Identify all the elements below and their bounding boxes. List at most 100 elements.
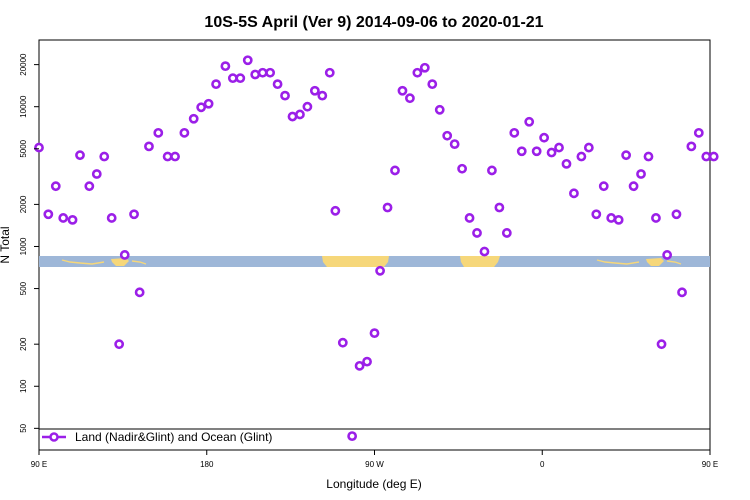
data-point (628, 181, 639, 192)
data-point (170, 151, 180, 162)
data-point (75, 150, 85, 161)
data-point (382, 202, 393, 213)
data-point (50, 181, 61, 192)
land-shape-islands-right (646, 258, 664, 266)
y-tick-label: 500 (19, 281, 28, 295)
data-point (43, 209, 54, 220)
island-chain-right (596, 259, 682, 265)
data-point (494, 202, 505, 213)
legend-label: Land (Nadir&Glint) and Ocean (Glint) (75, 430, 272, 444)
plot-frame (38, 39, 711, 451)
data-point (317, 90, 328, 101)
x-axis: 90 E 180 90 W 0 90 E (31, 450, 718, 469)
data-point (643, 151, 654, 162)
data-point (134, 287, 145, 298)
data-point (58, 213, 69, 223)
y-tick-label: 200 (19, 337, 28, 351)
data-point (509, 127, 520, 138)
data-point (309, 85, 320, 96)
data-point (598, 181, 609, 192)
data-point (162, 151, 173, 162)
data-point (272, 79, 283, 90)
y-tick-label: 50 (19, 423, 28, 432)
data-point (501, 228, 512, 238)
y-axis-label: N Total (0, 226, 12, 263)
x-tick-label: 90 E (31, 460, 47, 469)
data-point (220, 61, 231, 72)
map-band (39, 256, 710, 267)
data-point (606, 213, 617, 223)
data-point (419, 62, 430, 73)
data-point (129, 209, 139, 220)
data-point (686, 141, 697, 152)
data-point (412, 67, 423, 78)
data-point (561, 158, 572, 169)
data-point (449, 139, 460, 150)
data-point (354, 360, 365, 371)
data-point (546, 147, 557, 158)
data-point (613, 214, 624, 225)
data-point (235, 73, 246, 84)
data-point (434, 104, 445, 115)
data-point (651, 213, 661, 223)
data-point (211, 79, 221, 90)
y-tick-label: 5000 (19, 139, 28, 157)
data-point (144, 141, 154, 152)
data-point (390, 165, 400, 176)
data-point (405, 93, 415, 104)
data-point (427, 79, 438, 90)
data-point (67, 214, 78, 225)
data-point (280, 90, 290, 101)
data-point (369, 328, 380, 339)
data-point (554, 142, 564, 153)
data-point (362, 356, 372, 367)
data-point (114, 339, 125, 350)
data-point (337, 337, 348, 348)
data-point (397, 85, 408, 96)
data-point (524, 116, 535, 127)
y-tick-label: 2000 (19, 195, 28, 213)
data-point (99, 151, 110, 162)
data-point (34, 142, 44, 153)
data-point (539, 132, 550, 143)
data-point (479, 246, 490, 257)
y-axis: 50 100 200 500 1000 2000 5000 10000 20000 (19, 53, 39, 433)
data-point (621, 150, 632, 161)
data-point (442, 130, 453, 141)
data-point (487, 165, 497, 176)
data-point (324, 67, 335, 78)
data-point (662, 250, 673, 260)
land-shape-africa (460, 256, 500, 267)
data-point (636, 169, 646, 179)
x-tick-label: 180 (200, 460, 214, 469)
data-point (91, 169, 102, 179)
x-tick-label: 0 (540, 460, 545, 469)
data-point (671, 209, 682, 220)
y-tick-label: 100 (19, 379, 28, 393)
data-point (242, 55, 253, 66)
chart-title: 10S-5S April (Ver 9) 2014-09-06 to 2020-… (204, 14, 543, 31)
x-tick-label: 90 W (365, 460, 384, 469)
data-point (591, 209, 602, 220)
y-tick-label: 10000 (19, 95, 28, 118)
data-point (203, 98, 214, 109)
data-point (227, 73, 238, 84)
data-point (693, 127, 704, 138)
data-point (708, 151, 719, 162)
data-point (287, 111, 298, 122)
data-point (531, 146, 542, 157)
data-point (84, 181, 95, 192)
data-point (457, 163, 468, 174)
y-tick-label: 1000 (19, 237, 28, 255)
data-point (153, 127, 164, 138)
land-shape-center (322, 256, 389, 267)
data-point (265, 67, 276, 78)
data-point (464, 213, 475, 223)
land-shape-islands-left (111, 258, 129, 266)
y-tick-label: 20000 (19, 53, 28, 76)
data-point (472, 228, 482, 238)
data-point (119, 250, 130, 260)
data-point (330, 205, 341, 216)
legend-marker-swatch (49, 432, 59, 442)
